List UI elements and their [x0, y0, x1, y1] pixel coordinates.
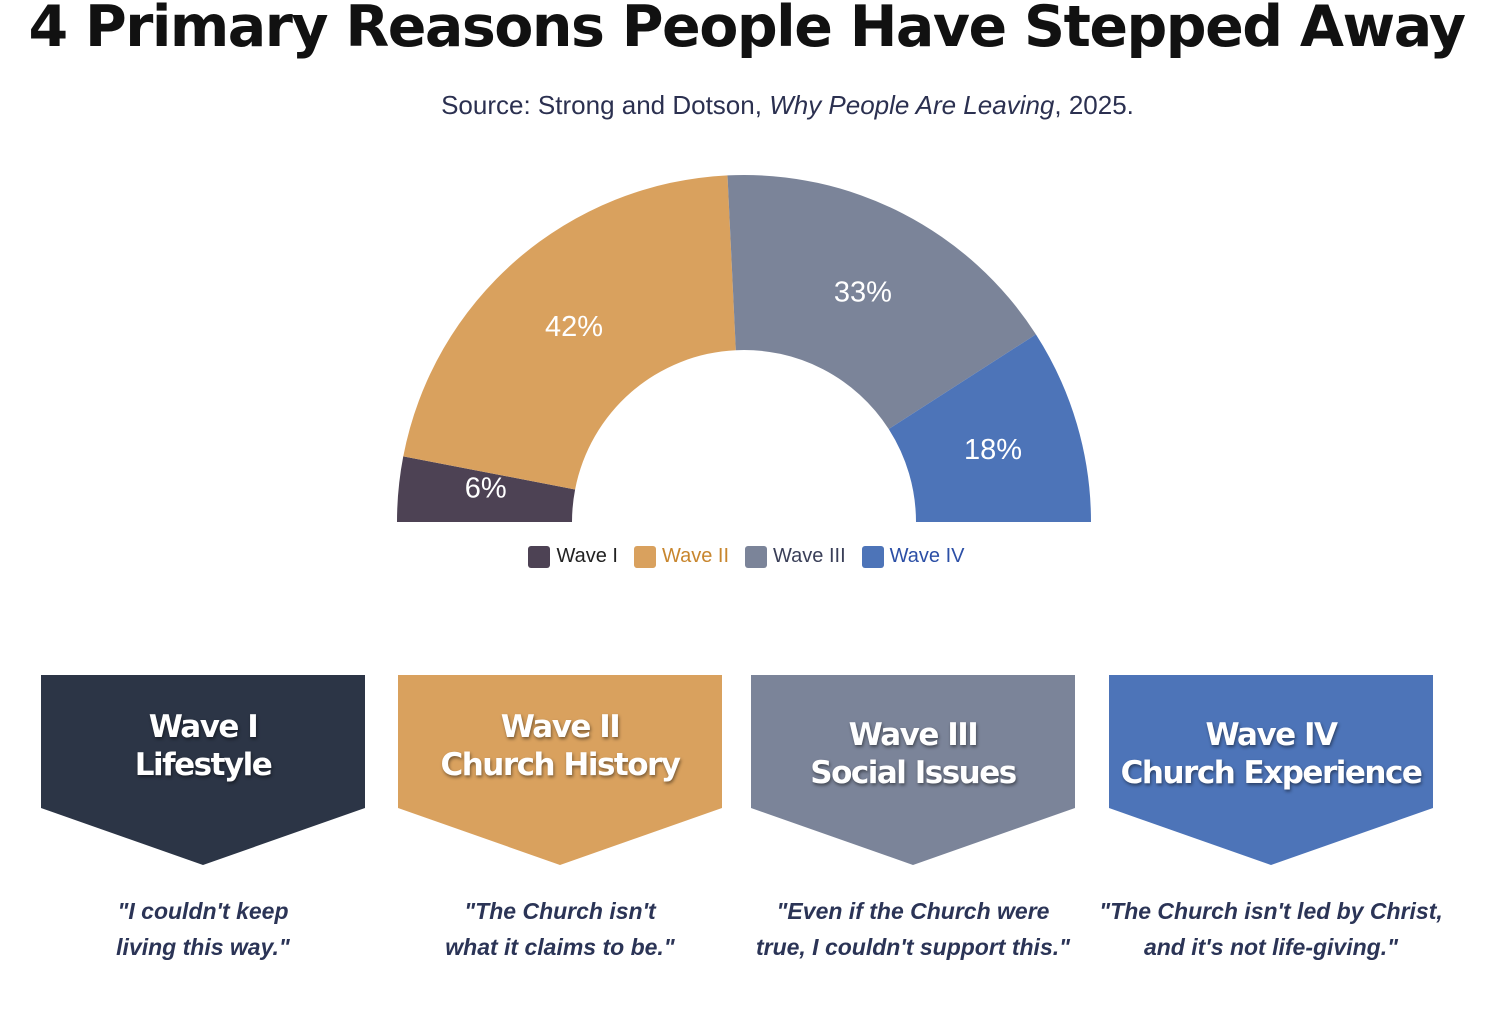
- legend-item-wave-3: Wave III: [745, 545, 846, 568]
- wave-quote-3: "Even if the Church were true, I couldn't…: [723, 893, 1103, 965]
- slice-data-label: 33%: [834, 276, 892, 308]
- card-title: Wave I Lifestyle: [41, 708, 365, 784]
- quote-line: "The Church isn't led by Christ,: [1099, 898, 1443, 924]
- wave-card-2: Wave II Church History: [398, 675, 722, 865]
- legend-label: Wave IV: [889, 545, 965, 567]
- quote-line: what it claims to be.": [445, 934, 675, 960]
- legend-label: Wave II: [661, 545, 730, 567]
- slice-wave-iv: [888, 334, 1091, 522]
- card-title: Wave IV Church Experience: [1109, 716, 1433, 792]
- quote-line: "I couldn't keep: [117, 898, 289, 924]
- chart-legend: Wave I Wave II Wave III Wave IV: [0, 545, 1493, 568]
- slice-wave-iii: [727, 175, 1036, 430]
- card-wave-name: Wave II: [500, 709, 621, 745]
- card-title: Wave II Church History: [398, 708, 722, 784]
- legend-swatch: [745, 545, 768, 568]
- wave-card-4: Wave IV Church Experience: [1109, 675, 1433, 865]
- slice-data-label: 42%: [545, 311, 603, 343]
- wave-quote-1: "I couldn't keep living this way.": [13, 893, 393, 965]
- chevron-banner-shape: [398, 675, 722, 865]
- card-wave-name: Wave IV: [1205, 717, 1338, 753]
- legend-label: Wave III: [773, 545, 846, 567]
- wave-quote-4: "The Church isn't led by Christ, and it's…: [1081, 893, 1461, 965]
- quote-line: true, I couldn't support this.": [755, 934, 1071, 960]
- legend-label: Wave I: [556, 545, 618, 567]
- legend-swatch: [861, 545, 884, 568]
- card-title: Wave III Social Issues: [751, 716, 1075, 792]
- wave-card-3: Wave III Social Issues: [751, 675, 1075, 865]
- half-donut-chart: 6% 42% 33% 18%: [397, 175, 1091, 522]
- quote-line: "Even if the Church were: [776, 898, 1050, 924]
- legend-item-wave-4: Wave IV: [861, 545, 965, 568]
- card-wave-name: Wave III: [848, 717, 979, 753]
- source-line: Source: Strong and Dotson, Why People Ar…: [82, 90, 1493, 121]
- legend-item-wave-1: Wave I: [528, 545, 618, 568]
- card-wave-name: Wave I: [148, 709, 259, 745]
- legend-swatch: [528, 545, 551, 568]
- chevron-banner-shape: [1109, 675, 1433, 865]
- quote-line: "The Church isn't: [464, 898, 656, 924]
- quote-line: living this way.": [116, 934, 290, 960]
- slice-wave-ii: [403, 175, 736, 490]
- legend-swatch: [633, 545, 656, 568]
- card-reason: Church Experience: [1120, 755, 1423, 791]
- card-reason: Church History: [440, 747, 681, 783]
- wave-quote-2: "The Church isn't what it claims to be.": [370, 893, 750, 965]
- wave-card-1: Wave I Lifestyle: [41, 675, 365, 865]
- slice-wave-i: [397, 456, 576, 522]
- chevron-banner-shape: [751, 675, 1075, 865]
- quote-line: and it's not life-giving.": [1143, 934, 1399, 960]
- card-reason: Lifestyle: [134, 747, 273, 783]
- page-title: 4 Primary Reasons People Have Stepped Aw…: [28, 0, 1466, 60]
- card-reason: Social Issues: [810, 755, 1017, 791]
- source-prefix: Source: Strong and Dotson,: [441, 90, 770, 120]
- slice-data-label: 18%: [964, 434, 1022, 466]
- source-work: Why People Are Leaving: [769, 90, 1055, 120]
- slice-data-label: 6%: [465, 472, 507, 504]
- chevron-banner-shape: [41, 675, 365, 865]
- source-suffix: , 2025.: [1054, 90, 1134, 120]
- legend-item-wave-2: Wave II: [633, 545, 730, 568]
